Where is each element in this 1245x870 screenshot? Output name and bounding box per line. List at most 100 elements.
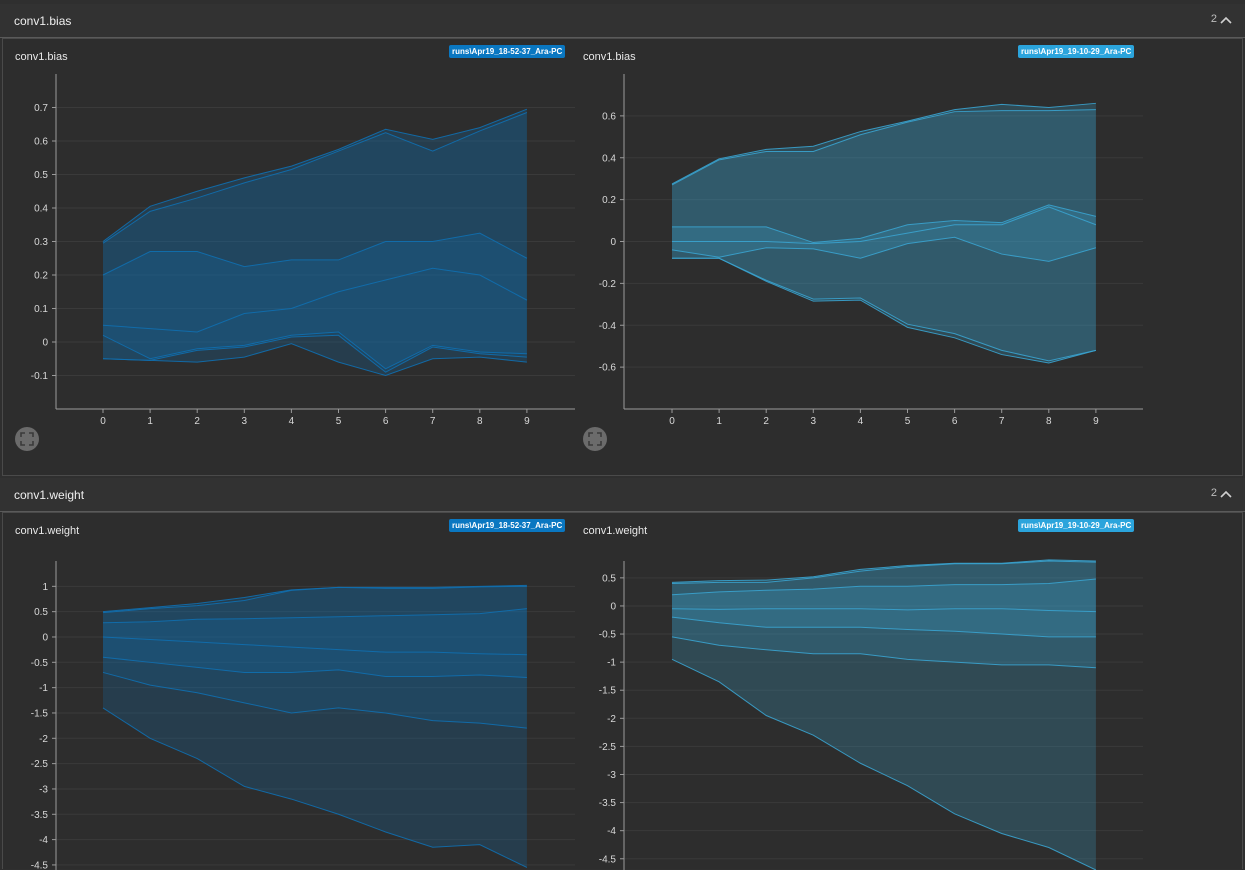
- histogram-chart[interactable]: -4.5 -4 -3.5 -3 -2.5 -2 -1.5 -1 -0.5 0 0.5 1: [3, 513, 581, 870]
- percentile-line: [671, 578, 1096, 596]
- y-tick-label: -3.5: [31, 810, 49, 821]
- x-tick-label: 9: [524, 416, 530, 427]
- x-tick-label: 1: [716, 416, 722, 427]
- run-tag: runs\Apr19_19-10-29_Ara-PC: [1018, 519, 1135, 532]
- percentile-band: [672, 561, 1096, 595]
- x-tick-label: 0: [100, 416, 106, 427]
- y-tick-label: 1: [42, 582, 48, 593]
- x-tick-label: 8: [477, 416, 483, 427]
- x-tick-label: 4: [289, 416, 295, 427]
- section-body-conv1-weight: conv1.weight runs\Apr19_18-52-37_Ara-PC …: [2, 512, 1243, 870]
- x-tick-label: 4: [858, 416, 864, 427]
- percentile-band: [103, 608, 527, 655]
- card-title: conv1.weight: [15, 525, 80, 537]
- y-tick-label: -2: [607, 714, 616, 725]
- y-tick-label: -4: [607, 826, 616, 837]
- y-tick-label: -1.5: [31, 708, 49, 719]
- percentile-line: [672, 206, 1097, 245]
- percentile-line: [671, 109, 1096, 186]
- percentile-line: [671, 559, 1096, 583]
- section-body-conv1-bias: conv1.bias runs\Apr19_18-52-37_Ara-PC -0…: [2, 38, 1243, 476]
- percentile-line: [102, 584, 527, 613]
- percentile-line: [102, 608, 527, 624]
- fit-domain-button[interactable]: [15, 427, 39, 451]
- section-title: conv1.bias: [14, 14, 72, 28]
- y-tick-label: 0.6: [34, 137, 48, 148]
- y-tick-label: 0: [42, 632, 48, 643]
- y-tick-label: -3: [607, 770, 616, 781]
- y-tick-label: -1: [39, 683, 48, 694]
- percentile-line: [671, 560, 1096, 584]
- histogram-chart[interactable]: -0.1 0 0.1 0.2 0.3 0.4 0.5 0.6 0.7 0 1 2 3 4 5 6 7 8 9: [3, 39, 581, 475]
- y-tick-label: -1: [607, 658, 616, 669]
- run-tag: runs\Apr19_19-10-29_Ara-PC: [1018, 45, 1135, 58]
- y-tick-label: -4.5: [599, 854, 617, 865]
- y-tick-label: -1.5: [599, 686, 617, 697]
- percentile-line: [102, 707, 528, 868]
- percentile-line: [671, 102, 1096, 185]
- x-tick-label: 3: [811, 416, 817, 427]
- y-tick-label: 0.5: [34, 170, 48, 181]
- percentile-band: [672, 237, 1096, 361]
- percentile-band: [103, 233, 527, 332]
- chevron-up-icon[interactable]: [1219, 14, 1233, 26]
- section-header-conv1-weight[interactable]: conv1.weight 2: [0, 478, 1245, 512]
- run-tag: runs\Apr19_18-52-37_Ara-PC: [449, 45, 566, 58]
- section-header-conv1-bias[interactable]: conv1.bias 2: [0, 4, 1245, 38]
- x-tick-label: 3: [242, 416, 248, 427]
- x-tick-label: 2: [763, 416, 769, 427]
- percentile-line: [672, 257, 1097, 362]
- histogram-card: conv1.weight runs\Apr19_19-10-29_Ara-PC …: [571, 513, 1149, 870]
- percentile-line: [102, 331, 527, 370]
- y-tick-label: -0.5: [31, 658, 49, 669]
- percentile-line: [102, 232, 528, 276]
- percentile-line: [672, 204, 1097, 244]
- section-title: conv1.weight: [14, 488, 85, 502]
- y-tick-label: 0.4: [602, 153, 616, 164]
- y-tick-label: 0.7: [34, 103, 48, 114]
- percentile-band: [103, 636, 527, 678]
- y-tick-label: 0: [42, 338, 48, 349]
- percentile-band: [103, 335, 527, 376]
- run-tag: runs\Apr19_18-52-37_Ara-PC: [449, 519, 566, 532]
- section-count: 2: [1210, 487, 1217, 499]
- histogram-chart[interactable]: -0.6 -0.4 -0.2 0 0.2 0.4 0.6 0 1 2 3 4 5 6 7 8 9: [571, 39, 1149, 475]
- x-tick-label: 2: [194, 416, 200, 427]
- y-tick-label: 0.3: [34, 237, 48, 248]
- y-tick-label: 0.2: [34, 271, 48, 282]
- chevron-up-icon[interactable]: [1219, 488, 1233, 500]
- y-tick-label: 0.1: [34, 304, 48, 315]
- x-tick-label: 7: [999, 416, 1005, 427]
- percentile-line: [102, 636, 527, 656]
- histogram-card: conv1.weight runs\Apr19_18-52-37_Ara-PC …: [3, 513, 581, 870]
- percentile-band: [672, 636, 1096, 870]
- percentile-line: [671, 636, 1096, 669]
- fit-domain-button[interactable]: [583, 427, 607, 451]
- histogram-chart[interactable]: -4.5 -4 -3.5 -3 -2.5 -2 -1.5 -1 -0.5 0 0.5: [571, 513, 1149, 870]
- percentile-line: [671, 616, 1096, 638]
- y-tick-label: 0: [610, 601, 616, 612]
- percentile-line: [671, 608, 1096, 613]
- y-tick-label: 0.4: [34, 204, 48, 215]
- percentile-band: [103, 586, 527, 623]
- y-tick-label: -0.5: [599, 630, 617, 641]
- percentile-band: [672, 578, 1096, 612]
- y-tick-label: -4: [39, 835, 48, 846]
- card-title: conv1.bias: [583, 51, 636, 63]
- percentile-line: [671, 658, 1097, 870]
- percentile-line: [671, 236, 1097, 262]
- histogram-card: conv1.bias runs\Apr19_18-52-37_Ara-PC -0…: [3, 39, 581, 475]
- percentile-line: [102, 108, 528, 242]
- card-title: conv1.weight: [583, 525, 648, 537]
- y-tick-label: -0.4: [599, 321, 617, 332]
- y-tick-label: -4.5: [31, 860, 49, 870]
- fit-icon: [20, 432, 34, 446]
- percentile-band: [103, 657, 527, 729]
- x-tick-label: 6: [383, 416, 389, 427]
- percentile-band: [672, 109, 1096, 243]
- percentile-band: [103, 268, 527, 369]
- x-tick-label: 0: [669, 416, 675, 427]
- x-tick-label: 8: [1046, 416, 1052, 427]
- x-tick-label: 5: [336, 416, 342, 427]
- y-tick-label: -0.2: [599, 279, 617, 290]
